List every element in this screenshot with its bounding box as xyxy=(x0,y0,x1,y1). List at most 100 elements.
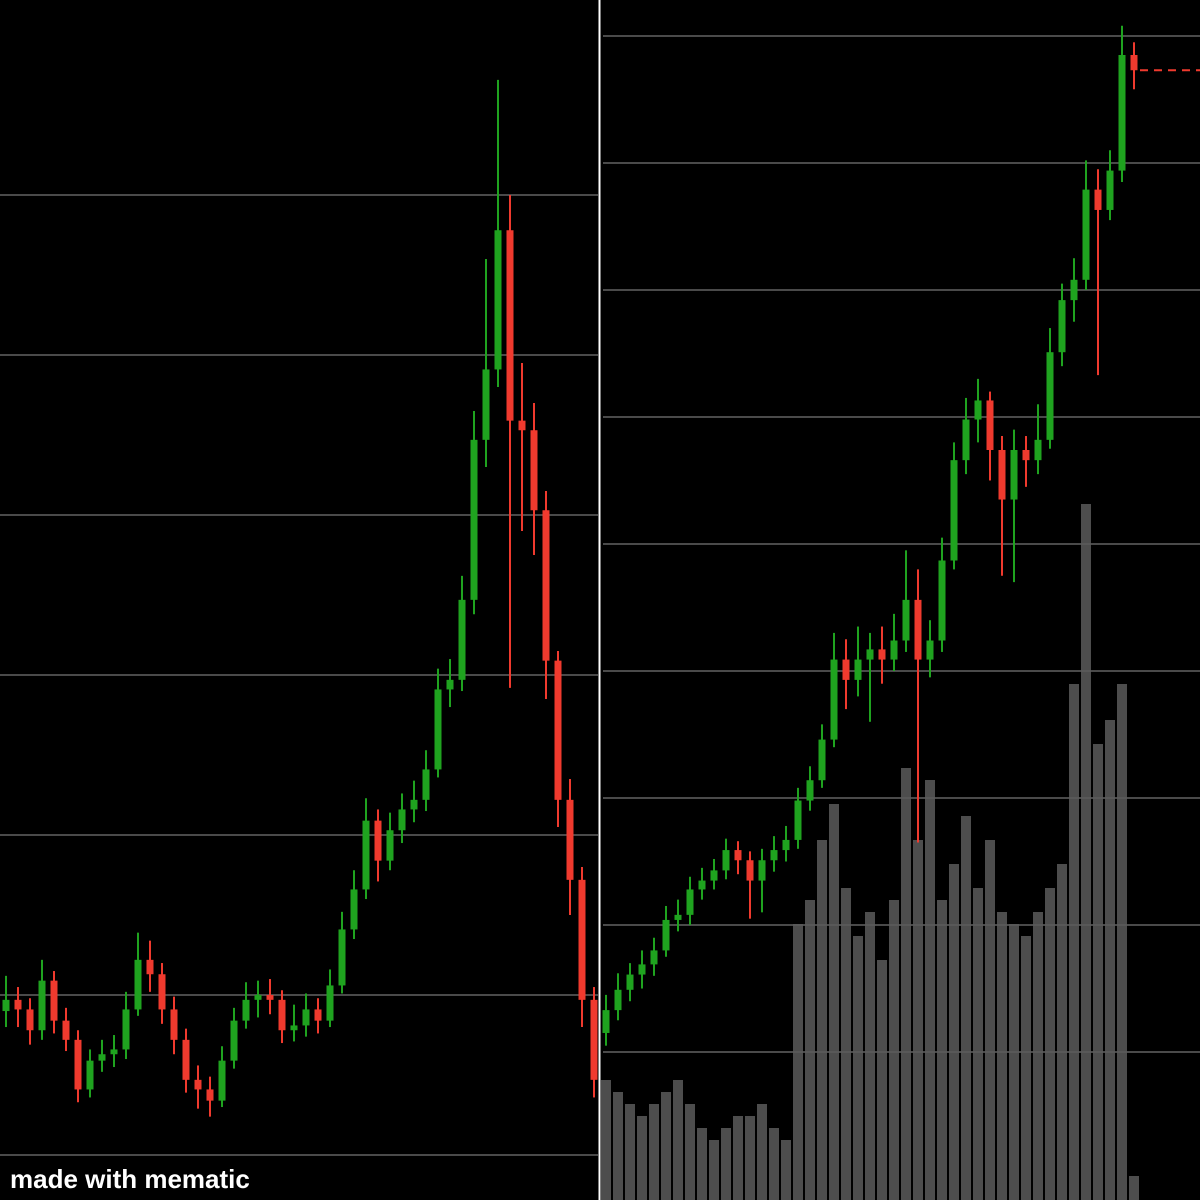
candle-body xyxy=(782,839,790,851)
volume-bar xyxy=(1129,1176,1139,1200)
candle-body xyxy=(302,1009,310,1026)
volume-bar xyxy=(913,840,923,1200)
volume-bar xyxy=(1033,912,1043,1200)
candle-body xyxy=(914,599,922,660)
candle-body xyxy=(638,964,646,975)
volume-bar xyxy=(841,888,851,1200)
candle-body xyxy=(422,769,430,800)
candle-body xyxy=(950,460,958,561)
candle-body xyxy=(362,820,370,890)
candle-body xyxy=(74,1039,82,1090)
candle-body xyxy=(602,1010,610,1033)
candle-body xyxy=(806,780,814,801)
volume-bar xyxy=(865,912,875,1200)
candle-body xyxy=(170,1009,178,1040)
candle-body xyxy=(1082,189,1090,280)
volume-bar xyxy=(973,888,983,1200)
volume-bar xyxy=(673,1080,683,1200)
candle-body xyxy=(230,1020,238,1061)
candle-body xyxy=(758,860,766,881)
candle-body xyxy=(434,689,442,770)
candle-body xyxy=(794,800,802,840)
candle-body xyxy=(278,999,286,1031)
volume-bar xyxy=(1093,744,1103,1200)
candle-body xyxy=(290,1025,298,1031)
candle-body xyxy=(626,974,634,990)
candle-body xyxy=(1094,189,1102,210)
candle-body xyxy=(698,880,706,890)
candle-body xyxy=(86,1060,94,1090)
volume-bar xyxy=(805,900,815,1200)
volume-bar xyxy=(1045,888,1055,1200)
candle-body xyxy=(1058,300,1066,353)
candle-body xyxy=(494,230,502,370)
volume-bar xyxy=(1069,684,1079,1200)
candle-body xyxy=(374,820,382,861)
candle-body xyxy=(1034,439,1042,461)
volume-bar xyxy=(769,1128,779,1200)
candle-body xyxy=(866,649,874,660)
volume-bar xyxy=(877,960,887,1200)
volume-bar xyxy=(1105,720,1115,1200)
candle-body xyxy=(686,889,694,915)
candle-body xyxy=(1118,54,1126,171)
candle-body xyxy=(1106,170,1114,210)
candle-body xyxy=(518,420,526,431)
candle-body xyxy=(134,959,142,1010)
candle-body xyxy=(470,439,478,600)
candle-body xyxy=(26,1009,34,1031)
candle-body xyxy=(458,599,466,680)
volume-bar xyxy=(1021,936,1031,1200)
volume-bar xyxy=(829,804,839,1200)
candle-body xyxy=(158,974,166,1010)
candle-body xyxy=(830,659,838,740)
volume-bar xyxy=(1009,924,1019,1200)
candle-body xyxy=(410,799,418,810)
volume-bar xyxy=(733,1116,743,1200)
volume-bar xyxy=(781,1140,791,1200)
candle-body xyxy=(146,959,154,975)
volume-bar xyxy=(961,816,971,1200)
volume-bar xyxy=(613,1092,623,1200)
candle-body xyxy=(902,599,910,641)
candle-body xyxy=(338,929,346,986)
candle-body xyxy=(398,809,406,831)
candle-body xyxy=(350,889,358,930)
candle-body xyxy=(542,510,550,661)
candle-body xyxy=(938,560,946,641)
volume-bar xyxy=(925,780,935,1200)
candle-body xyxy=(818,739,826,781)
candle-body xyxy=(122,1009,130,1050)
candle-body xyxy=(2,999,10,1012)
volume-bar xyxy=(949,864,959,1200)
candle-body xyxy=(734,850,742,861)
candle-body xyxy=(386,830,394,861)
volume-bar xyxy=(661,1092,671,1200)
candle-body xyxy=(674,914,682,920)
volume-bar xyxy=(709,1140,719,1200)
volume-bar xyxy=(889,900,899,1200)
candle-body xyxy=(206,1089,214,1101)
candle-body xyxy=(878,649,886,660)
volume-bar xyxy=(649,1104,659,1200)
volume-bar xyxy=(625,1104,635,1200)
volume-bar xyxy=(637,1116,647,1200)
candle-body xyxy=(590,999,598,1080)
candle-body xyxy=(998,450,1006,500)
candle-body xyxy=(926,640,934,660)
volume-bar xyxy=(757,1104,767,1200)
volume-bar xyxy=(793,924,803,1200)
candle-body xyxy=(650,950,658,965)
candle-body xyxy=(38,980,46,1031)
candle-body xyxy=(1070,279,1078,301)
volume-bar xyxy=(997,912,1007,1200)
candle-body xyxy=(194,1079,202,1090)
candle-body xyxy=(326,985,334,1021)
candle-body xyxy=(614,989,622,1011)
candle-body xyxy=(890,640,898,660)
watermark: made with mematic xyxy=(10,1164,250,1194)
candle-body xyxy=(842,659,850,680)
candle-body xyxy=(1022,450,1030,461)
volume-bar xyxy=(937,900,947,1200)
